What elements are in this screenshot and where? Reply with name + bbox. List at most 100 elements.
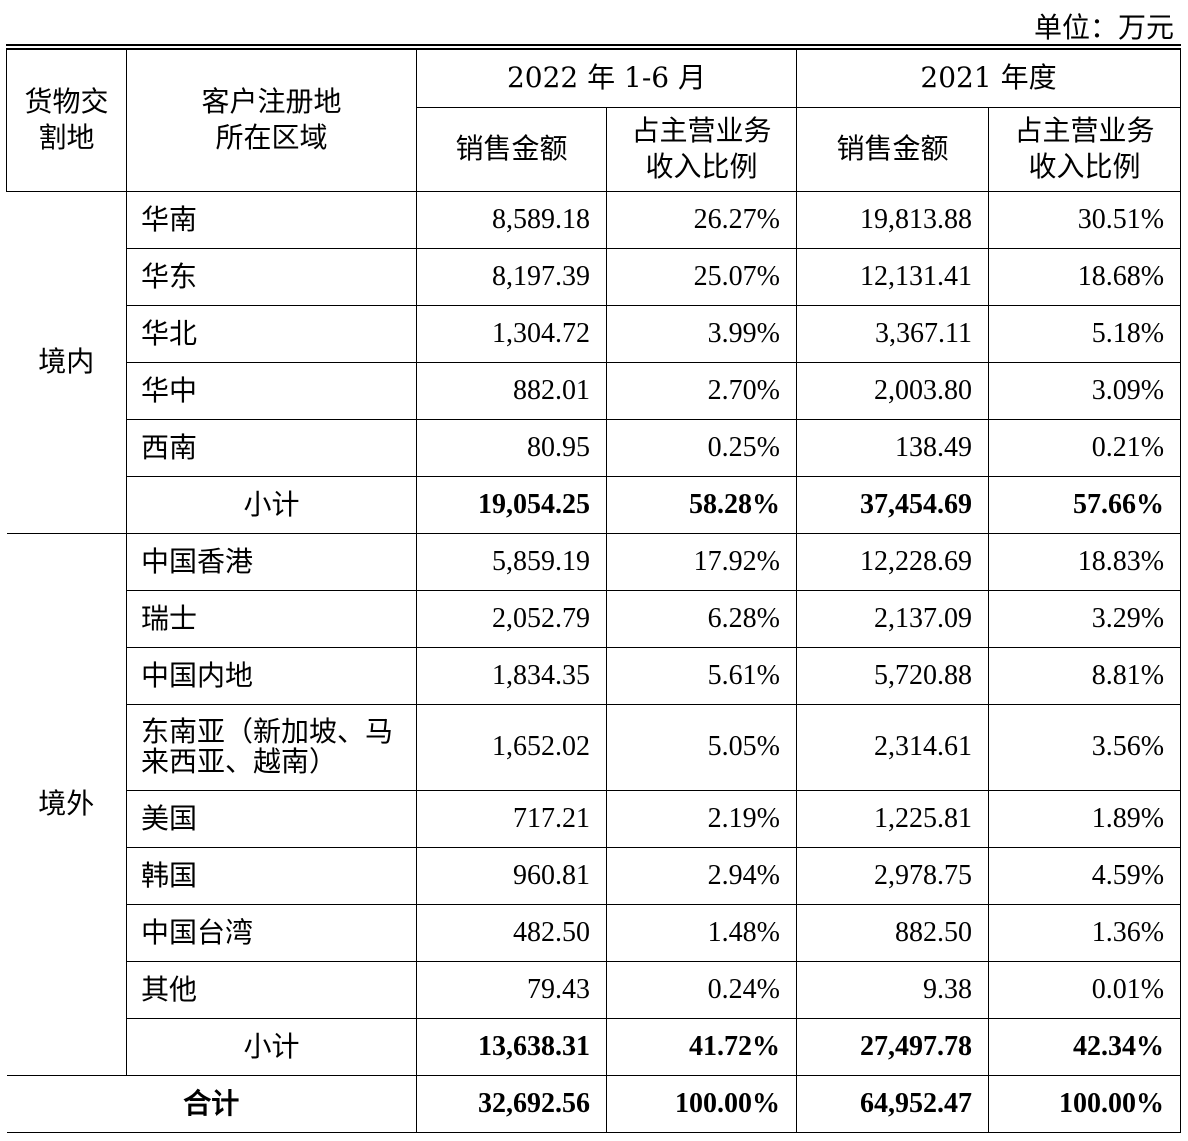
ratio-cell: 42.34% <box>987 1017 1182 1076</box>
sales-cell: 5,859.19 <box>416 532 607 591</box>
table-row: 华中 882.01 2.70% 2,003.80 3.09% <box>7 361 1182 420</box>
ratio-cell: 57.66% <box>987 475 1182 534</box>
table-row: 华东 8,197.39 25.07% 12,131.41 18.68% <box>7 247 1182 306</box>
ratio-cell: 5.05% <box>606 703 797 791</box>
ratio-cell: 3.09% <box>987 361 1182 420</box>
sales-cell: 5,720.88 <box>796 646 989 705</box>
sales-cell: 8,589.18 <box>416 190 607 249</box>
region-cell: 华南 <box>126 190 417 249</box>
header-sales-2022h1: 销售金额 <box>416 106 607 192</box>
table-row: 美国 717.21 2.19% 1,225.81 1.89% <box>7 789 1182 848</box>
table-row: 东南亚（新加坡、马 来西亚、越南） 1,652.02 5.05% 2,314.61… <box>7 703 1182 791</box>
table-row: 华北 1,304.72 3.99% 3,367.11 5.18% <box>7 304 1182 363</box>
header-period-2021: 2021 年度 <box>795 44 1182 108</box>
ratio-cell: 100.00% <box>606 1074 797 1133</box>
sales-cell: 12,228.69 <box>796 532 989 591</box>
sales-cell: 882.50 <box>796 903 989 962</box>
sales-cell: 960.81 <box>416 846 607 905</box>
sales-cell: 32,692.56 <box>416 1074 607 1133</box>
ratio-cell: 8.81% <box>987 646 1182 705</box>
ratio-cell: 41.72% <box>606 1017 797 1076</box>
ratio-cell: 0.01% <box>987 960 1182 1019</box>
ratio-cell: 2.19% <box>606 789 797 848</box>
header-ratio-2021: 占主营业务 收入比例 <box>987 106 1182 192</box>
sales-cell: 717.21 <box>416 789 607 848</box>
sales-cell: 1,225.81 <box>796 789 989 848</box>
sales-cell: 482.50 <box>416 903 607 962</box>
ratio-cell: 5.61% <box>606 646 797 705</box>
sales-cell: 9.38 <box>796 960 989 1019</box>
ratio-cell: 2.70% <box>606 361 797 420</box>
ratio-cell: 58.28% <box>606 475 797 534</box>
region-cell: 韩国 <box>126 846 417 905</box>
ratio-cell: 1.89% <box>987 789 1182 848</box>
ratio-cell: 100.00% <box>987 1074 1182 1133</box>
subtotal-row-overseas: 小计 13,638.31 41.72% 27,497.78 42.34% <box>7 1017 1182 1076</box>
header-delivery: 货物交 割地 <box>6 44 127 192</box>
region-cell: 华北 <box>126 304 417 363</box>
ratio-cell: 0.25% <box>606 418 797 477</box>
header-period-2022h1: 2022 年 1-6 月 <box>416 44 797 108</box>
ratio-cell: 3.56% <box>987 703 1182 791</box>
group-domestic: 境内 <box>6 190 127 534</box>
total-label: 合计 <box>6 1074 417 1133</box>
region-cell: 华中 <box>126 361 417 420</box>
ratio-cell: 26.27% <box>606 190 797 249</box>
table-row: 境内 华南 8,589.18 26.27% 19,813.88 30.51% <box>6 190 1182 534</box>
ratio-cell: 6.28% <box>606 589 797 648</box>
table-row: 瑞士 2,052.79 6.28% 2,137.09 3.29% <box>7 589 1182 648</box>
sales-cell: 8,197.39 <box>416 247 607 306</box>
table-row: 中国内地 1,834.35 5.61% 5,720.88 8.81% <box>7 646 1182 705</box>
ratio-cell: 2.94% <box>606 846 797 905</box>
ratio-cell: 5.18% <box>987 304 1182 363</box>
subtotal-label: 小计 <box>126 475 417 534</box>
table-row: 西南 80.95 0.25% 138.49 0.21% <box>7 418 1182 477</box>
region-cell: 中国香港 <box>126 532 417 591</box>
subtotal-label: 小计 <box>126 1017 417 1076</box>
region-cell: 东南亚（新加坡、马 来西亚、越南） <box>126 703 417 791</box>
table-row: 境外 中国香港 5,859.19 17.92% 12,228.69 18.83% <box>6 532 1182 1076</box>
ratio-cell: 18.68% <box>987 247 1182 306</box>
sales-cell: 80.95 <box>416 418 607 477</box>
sales-cell: 37,454.69 <box>796 475 989 534</box>
ratio-cell: 4.59% <box>987 846 1182 905</box>
ratio-cell: 1.48% <box>606 903 797 962</box>
group-overseas: 境外 <box>6 532 127 1076</box>
header-region: 客户注册地 所在区域 <box>126 44 417 192</box>
sales-cell: 2,314.61 <box>796 703 989 791</box>
sales-cell: 19,813.88 <box>796 190 989 249</box>
region-cell: 西南 <box>126 418 417 477</box>
ratio-cell: 1.36% <box>987 903 1182 962</box>
table-row: 中国台湾 482.50 1.48% 882.50 1.36% <box>7 903 1182 962</box>
region-cell: 华东 <box>126 247 417 306</box>
ratio-cell: 30.51% <box>987 190 1182 249</box>
table-row: 韩国 960.81 2.94% 2,978.75 4.59% <box>7 846 1182 905</box>
sales-cell: 1,652.02 <box>416 703 607 791</box>
unit-label: 单位：万元 <box>1033 11 1174 44</box>
ratio-cell: 0.21% <box>987 418 1182 477</box>
sales-cell: 3,367.11 <box>796 304 989 363</box>
sales-cell: 2,003.80 <box>796 361 989 420</box>
ratio-cell: 3.99% <box>606 304 797 363</box>
sales-cell: 27,497.78 <box>796 1017 989 1076</box>
region-cell: 中国内地 <box>126 646 417 705</box>
region-cell: 其他 <box>126 960 417 1019</box>
ratio-cell: 3.29% <box>987 589 1182 648</box>
header-sales-2021: 销售金额 <box>796 106 989 192</box>
sales-cell: 2,137.09 <box>796 589 989 648</box>
sales-cell: 79.43 <box>416 960 607 1019</box>
sales-cell: 882.01 <box>416 361 607 420</box>
sales-cell: 1,834.35 <box>416 646 607 705</box>
sales-cell: 2,978.75 <box>796 846 989 905</box>
sales-by-region-table: 货物交 割地 客户注册地 所在区域 2022 年 1-6 月 2021 年度 销售金… <box>6 44 1182 1133</box>
sales-cell: 12,131.41 <box>796 247 989 306</box>
region-cell: 中国台湾 <box>126 903 417 962</box>
header-ratio-2022h1: 占主营业务 收入比例 <box>606 106 797 192</box>
table-row: 其他 79.43 0.24% 9.38 0.01% <box>7 960 1182 1019</box>
region-cell: 美国 <box>126 789 417 848</box>
total-row: 合计 32,692.56 100.00% 64,952.47 100.00% <box>6 1074 1182 1133</box>
ratio-cell: 25.07% <box>606 247 797 306</box>
ratio-cell: 17.92% <box>606 532 797 591</box>
ratio-cell: 18.83% <box>987 532 1182 591</box>
region-cell: 瑞士 <box>126 589 417 648</box>
